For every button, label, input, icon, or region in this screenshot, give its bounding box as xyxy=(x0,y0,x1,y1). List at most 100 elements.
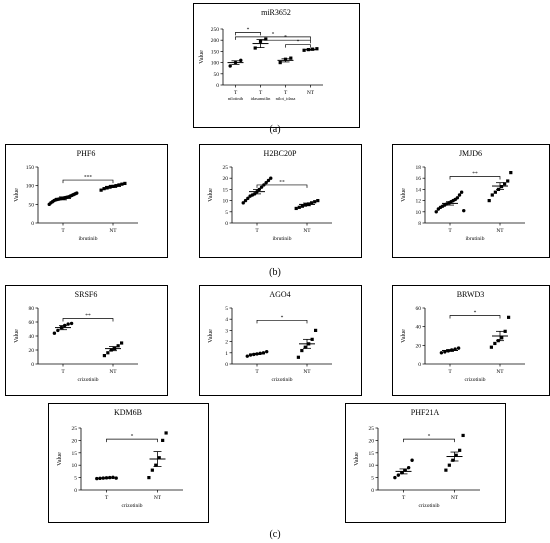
data-point xyxy=(246,196,250,201)
data-point xyxy=(456,346,461,350)
y-axis-label: Value xyxy=(401,329,407,343)
y-tick-label: 20 xyxy=(223,176,229,182)
x-tick-label: T xyxy=(255,369,259,375)
data-point xyxy=(164,431,168,435)
charts-layer: miR3652050100150200250ValueTnilotinibTid… xyxy=(5,3,550,523)
x-group-label: nilotinib xyxy=(228,96,244,101)
chart-frame xyxy=(5,285,168,396)
data-point xyxy=(314,328,318,332)
y-tick-label: 12 xyxy=(416,199,422,205)
significance-label: * xyxy=(284,35,287,41)
data-point xyxy=(114,476,118,480)
data-point xyxy=(303,345,307,349)
data-point xyxy=(95,476,99,481)
x-group-label: idasanutlin xyxy=(251,96,271,101)
panel-label-b: (b) xyxy=(269,267,281,278)
chart-h2bc20p: H2BC20P 0 5 10 15 20 25 Value T NT ibrutinib ** xyxy=(199,144,362,258)
x-tick-label: T xyxy=(105,495,109,501)
data-point xyxy=(116,344,120,348)
data-point xyxy=(264,180,268,185)
data-point xyxy=(499,185,504,189)
chart-frame xyxy=(392,144,550,258)
data-point xyxy=(259,185,264,189)
y-tick-label: 0 xyxy=(418,362,421,368)
significance-bracket xyxy=(235,36,311,40)
y-axis-label: Value xyxy=(208,329,214,343)
chart-frame xyxy=(345,403,506,523)
data-point xyxy=(444,468,448,472)
y-tick-label: 4 xyxy=(225,317,228,323)
y-axis-label: Value xyxy=(401,188,407,202)
significance-bracket xyxy=(260,39,311,44)
y-tick-label: 250 xyxy=(211,27,220,33)
data-point xyxy=(506,179,510,183)
data-point xyxy=(243,198,248,203)
data-point xyxy=(310,337,314,341)
data-point xyxy=(410,458,414,462)
data-point xyxy=(396,473,401,477)
data-point xyxy=(300,204,304,208)
data-point xyxy=(455,196,460,200)
y-tick-label: 60 xyxy=(416,306,422,312)
chart-title: PHF6 xyxy=(77,149,96,158)
x-axis-label: ibrutinib xyxy=(273,236,292,242)
panel-label-c: (c) xyxy=(269,529,280,540)
x-tick-label: T xyxy=(61,228,65,234)
data-point xyxy=(443,350,447,354)
significance-bracket xyxy=(285,44,311,48)
x-tick-label: T xyxy=(61,369,65,375)
data-point xyxy=(253,46,257,50)
significance-label: * xyxy=(474,310,477,316)
data-point xyxy=(265,349,269,354)
y-tick-label: 15 xyxy=(369,451,375,457)
data-point xyxy=(147,476,151,480)
y-tick-label: 50 xyxy=(214,72,220,78)
data-point xyxy=(289,56,293,60)
chart-brwd3: BRWD3 0 20 40 60 Value T NT crizotinib * xyxy=(392,285,550,396)
chart-kdm6b: KDM6B 0 5 10 15 20 25 Value T NT crizotinib * xyxy=(48,403,209,523)
chart-phf21a: PHF21A 0 5 10 15 20 25 Value T NT crizotinib * xyxy=(345,403,506,523)
y-tick-label: 15 xyxy=(223,187,229,193)
data-point xyxy=(228,64,232,68)
significance-label: ** xyxy=(472,171,478,177)
significance-bracket xyxy=(449,176,501,180)
chart-title: JMJD6 xyxy=(459,149,482,158)
y-tick-label: 40 xyxy=(29,334,35,340)
significance-label: * xyxy=(131,434,134,440)
x-tick-label: T xyxy=(448,369,452,375)
y-tick-label: 3 xyxy=(225,328,228,334)
panel-label-a: (a) xyxy=(269,124,280,135)
y-tick-label: 16 xyxy=(416,176,422,182)
y-tick-label: 0 xyxy=(31,221,34,227)
y-tick-label: 10 xyxy=(416,210,422,216)
x-group-label: nilot_idasa xyxy=(276,96,296,101)
data-point xyxy=(157,456,161,460)
x-tick-label: NT xyxy=(496,369,504,375)
data-point xyxy=(150,468,154,472)
x-tick-label: T xyxy=(255,228,259,234)
significance-bracket xyxy=(62,179,114,184)
y-tick-label: 150 xyxy=(211,49,220,55)
significance-label: * xyxy=(272,31,275,37)
data-point xyxy=(266,178,271,183)
data-point xyxy=(161,438,165,442)
data-point xyxy=(120,341,124,345)
data-point xyxy=(487,199,491,203)
chart-title: KDM6B xyxy=(114,408,142,417)
data-point xyxy=(102,354,106,358)
chart-title: SRSF6 xyxy=(75,290,98,299)
data-point xyxy=(489,345,493,349)
y-tick-label: 0 xyxy=(225,221,228,227)
chart-jmjd6: JMJD6 8 10 12 14 16 18 Value T NT ibrutinib ** xyxy=(392,144,550,258)
significance-bracket xyxy=(235,32,261,36)
data-point xyxy=(69,321,74,326)
data-point xyxy=(264,37,268,41)
data-point xyxy=(310,201,314,205)
data-point xyxy=(503,182,507,186)
y-tick-label: 40 xyxy=(416,325,422,331)
significance-bracket xyxy=(106,438,158,443)
data-point xyxy=(454,453,458,457)
y-axis-label: Value xyxy=(208,188,214,202)
data-point xyxy=(297,205,301,209)
data-point xyxy=(269,176,273,180)
